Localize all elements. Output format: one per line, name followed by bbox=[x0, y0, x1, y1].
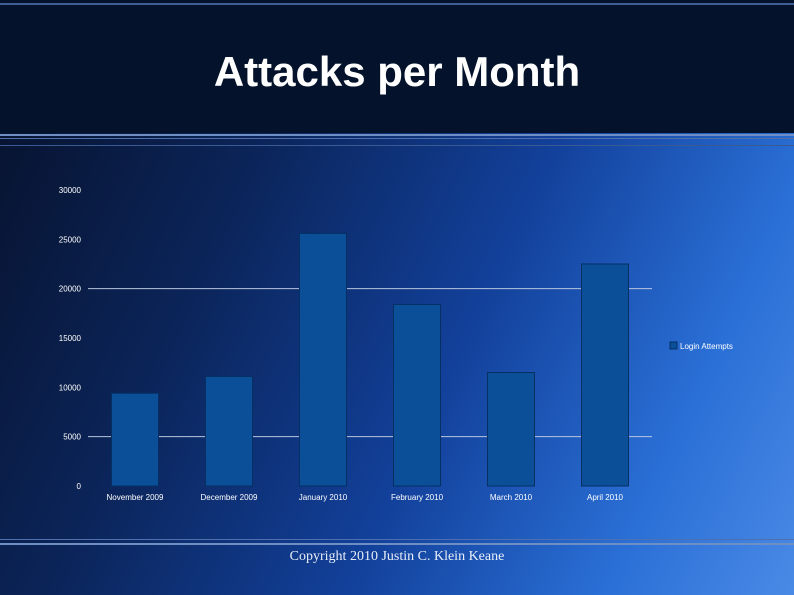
bar bbox=[205, 375, 253, 487]
title-divider-rule bbox=[0, 134, 794, 136]
x-tick-label: January 2010 bbox=[299, 493, 348, 502]
legend-label: Login Attempts bbox=[680, 342, 733, 351]
bar bbox=[487, 372, 535, 487]
legend-swatch bbox=[669, 341, 678, 350]
title-band bbox=[0, 0, 794, 133]
y-tick-label: 15000 bbox=[59, 334, 82, 343]
title-divider-rule-thin bbox=[0, 138, 794, 139]
x-tick-label: April 2010 bbox=[587, 493, 624, 502]
y-tick-label: 20000 bbox=[59, 285, 82, 294]
footer-rule bbox=[0, 543, 794, 545]
y-tick-label: 10000 bbox=[59, 383, 82, 392]
title-divider-rule-faint bbox=[0, 145, 794, 146]
x-tick-label: December 2009 bbox=[201, 493, 258, 502]
footer-rule-top bbox=[0, 539, 794, 540]
copyright-footer: Copyright 2010 Justin C. Klein Keane bbox=[289, 549, 505, 564]
x-tick-label: November 2009 bbox=[107, 493, 164, 502]
bar bbox=[299, 232, 347, 487]
top-rule bbox=[0, 3, 794, 5]
y-tick-label: 25000 bbox=[59, 235, 82, 244]
bar bbox=[581, 263, 629, 487]
x-tick-label: February 2010 bbox=[391, 493, 444, 502]
y-tick-label: 5000 bbox=[63, 433, 81, 442]
y-tick-label: 0 bbox=[77, 482, 82, 491]
x-tick-label: March 2010 bbox=[490, 493, 533, 502]
slide-title: Attacks per Month bbox=[213, 48, 581, 95]
bar bbox=[393, 303, 441, 487]
bar bbox=[111, 392, 159, 487]
y-tick-label: 30000 bbox=[59, 186, 82, 195]
